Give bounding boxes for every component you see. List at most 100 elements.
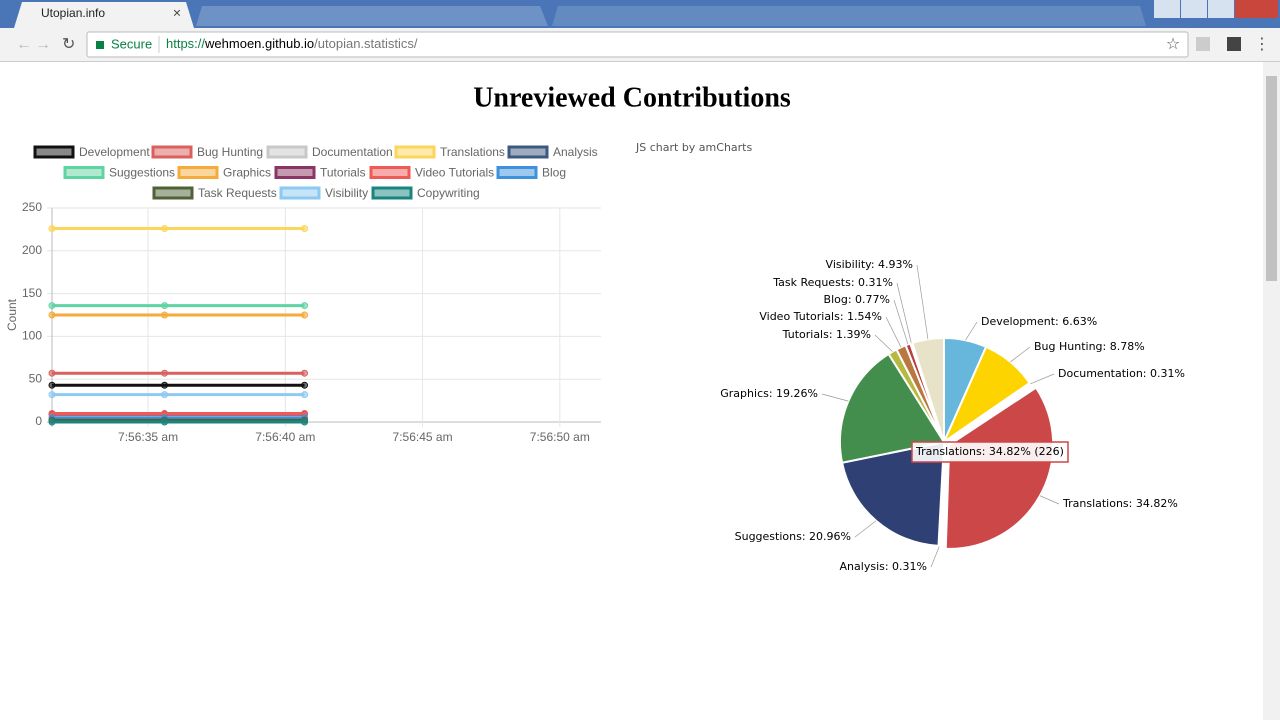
tooltip-text: Translations: 34.82% (226)	[915, 445, 1064, 458]
url: https://wehmoen.github.io/utopian.statis…	[166, 36, 418, 51]
legend-swatch	[279, 186, 321, 200]
y-tick-label: 50	[29, 371, 43, 385]
restore[interactable]	[1181, 0, 1207, 18]
legend-swatch	[496, 166, 538, 179]
legend-swatch	[63, 166, 105, 179]
y-axis-label: Count	[5, 298, 19, 331]
data-point	[161, 369, 169, 377]
slice-label: Graphics: 19.26%	[720, 387, 818, 400]
data-point	[301, 381, 309, 389]
y-tick-label: 100	[22, 329, 42, 343]
legend-swatch	[507, 145, 549, 159]
url-path: /utopian.statistics/	[314, 36, 418, 51]
pie-slice	[839, 352, 946, 464]
pie-slice	[911, 336, 945, 443]
address-bar[interactable]	[86, 31, 1189, 58]
label-line	[893, 299, 909, 345]
slice-label: Video Tutorials: 1.54%	[759, 310, 882, 323]
label-line	[1039, 495, 1060, 505]
data-point	[161, 418, 169, 426]
slice-label: Analysis: 0.31%	[840, 560, 927, 573]
reload-button[interactable]: ↻	[62, 36, 75, 53]
url-host: wehmoen.github.io	[204, 36, 314, 51]
legend-label: Bug Hunting	[197, 145, 263, 159]
tab-close[interactable]: ×	[173, 5, 181, 21]
scrollbar-thumb[interactable]	[1266, 76, 1277, 281]
legend-label: Documentation	[312, 145, 393, 159]
data-point	[301, 311, 309, 319]
label-line	[965, 321, 978, 341]
bookmark-star[interactable]: ☆	[1166, 36, 1180, 53]
label-line	[885, 316, 902, 348]
legend-swatch	[369, 166, 411, 179]
extension-icon[interactable]	[1196, 37, 1210, 51]
y-tick-label: 150	[22, 286, 42, 300]
legend-label: Video Tutorials	[415, 166, 494, 180]
tab-title: Utopian.info	[41, 6, 105, 20]
slice-label: Visibility: 4.93%	[826, 258, 913, 271]
legend-swatch	[152, 186, 194, 200]
legend-label: Task Requests	[198, 186, 277, 200]
data-point	[301, 391, 309, 399]
data-point	[48, 225, 56, 233]
legend-label: Visibility	[325, 186, 368, 200]
data-point	[48, 418, 56, 426]
data-point	[161, 302, 169, 310]
data-point	[48, 369, 56, 377]
y-tick-label: 0	[35, 414, 42, 428]
label-line	[930, 545, 940, 568]
pie-slice	[944, 386, 1055, 550]
extension-icon[interactable]	[1227, 37, 1241, 51]
legend-label: Suggestions	[109, 166, 175, 180]
data-point	[48, 391, 56, 399]
x-tick-label: 7:56:45 am	[393, 430, 453, 444]
legend-label: Copywriting	[417, 186, 480, 200]
lock-icon	[96, 41, 104, 49]
legend-label: Translations	[440, 145, 505, 159]
data-point	[301, 369, 309, 377]
legend-label: Graphics	[223, 166, 271, 180]
chart-credit[interactable]: JS chart by amCharts	[635, 141, 752, 154]
label-line	[874, 334, 893, 352]
data-point	[161, 391, 169, 399]
data-point	[161, 225, 169, 233]
forward-button[interactable]: →	[35, 36, 51, 53]
data-point	[48, 311, 56, 319]
data-point	[161, 311, 169, 319]
label-line	[1030, 373, 1055, 385]
url-scheme: https://	[166, 36, 205, 51]
slice-label: Blog: 0.77%	[824, 293, 890, 306]
x-tick-label: 7:56:35 am	[118, 430, 178, 444]
active-tab[interactable]	[14, 2, 194, 28]
legend-swatch	[371, 186, 413, 200]
data-point	[301, 225, 309, 233]
y-tick-label: 200	[22, 243, 42, 257]
legend-swatch	[394, 145, 436, 159]
label-line	[821, 393, 849, 402]
page-title: Unreviewed Contributions	[473, 82, 791, 113]
close-window[interactable]	[1235, 0, 1278, 18]
data-point	[48, 302, 56, 310]
label-line	[854, 520, 877, 538]
legend-swatch	[177, 166, 219, 179]
maximize[interactable]	[1208, 0, 1234, 18]
slice-label: Documentation: 0.31%	[1058, 367, 1185, 380]
tooltip-arrow	[984, 462, 996, 468]
legend-swatch	[151, 145, 193, 159]
inactive-tabs[interactable]	[196, 6, 548, 26]
pie-slice	[840, 440, 946, 547]
back-button[interactable]: ←	[16, 36, 32, 53]
menu-button[interactable]: ⋮	[1254, 36, 1270, 53]
label-line	[916, 264, 929, 340]
legend-swatch	[266, 145, 308, 159]
legend-label: Analysis	[553, 145, 598, 159]
y-tick-label: 250	[22, 200, 42, 214]
slice-label: Translations: 34.82%	[1062, 497, 1178, 510]
minimize[interactable]	[1154, 0, 1180, 18]
legend-label: Development	[79, 145, 150, 159]
x-tick-label: 7:56:50 am	[530, 430, 590, 444]
data-point	[48, 381, 56, 389]
data-point	[301, 418, 309, 426]
secure-label: Secure	[111, 36, 152, 51]
inactive-tabs[interactable]	[552, 6, 1146, 26]
